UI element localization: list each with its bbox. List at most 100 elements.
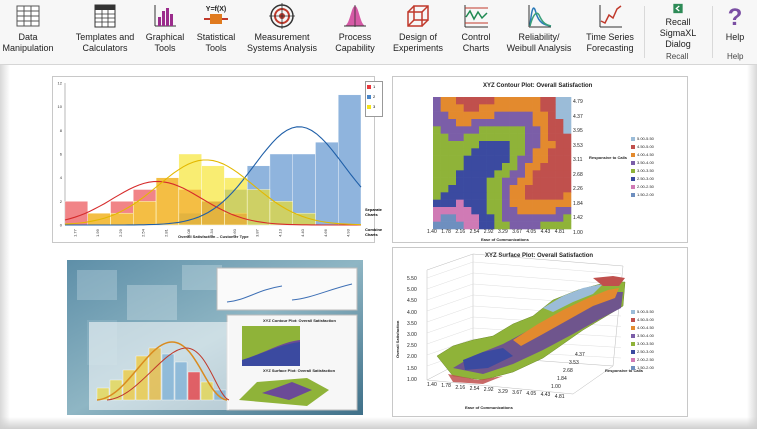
time-series-forecasting-button[interactable]: Time Series Forecasting: [580, 0, 640, 64]
contour-cell: [525, 163, 533, 171]
contour-cell: [440, 133, 449, 142]
collage-bar: [200, 381, 214, 401]
contour-cell: [502, 119, 510, 127]
histogram-bar: [178, 153, 202, 226]
legend-swatch: [631, 152, 635, 157]
contour-cell: [440, 111, 449, 120]
histogram-y-tick: 10: [58, 104, 63, 109]
reliability-weibull-button[interactable]: Reliability/ Weibull Analysis: [506, 0, 572, 64]
contour-cell: [479, 207, 487, 215]
contour-cell: [479, 97, 487, 105]
histogram-xlabel: Overall Satisfaction – Customer Type: [178, 234, 249, 239]
contour-x-tick: 4.05: [526, 229, 537, 235]
weibull-curve-icon: [528, 5, 552, 28]
surface-legend-item: 5.00-5.50: [631, 308, 654, 316]
contour-cell: [448, 133, 457, 142]
contour-cell: [540, 104, 549, 112]
legend-label: 3.00-3.50: [637, 341, 654, 346]
contour-cell: [440, 104, 449, 112]
contour-cell: [456, 163, 464, 171]
surface-grid-line: [426, 261, 474, 279]
contour-cell: [532, 170, 541, 178]
time-series-forecasting-label: Time Series Forecasting: [586, 32, 634, 53]
contour-cell: [433, 155, 441, 164]
contour-cell: [479, 177, 487, 186]
templates-calculators-button[interactable]: Templates and Calculators: [72, 0, 138, 64]
contour-cell: [433, 148, 441, 156]
contour-cell: [433, 192, 441, 200]
contour-chart: [433, 97, 572, 230]
contour-cell: [532, 104, 541, 112]
contour-cell: [463, 126, 472, 134]
contour-cell: [456, 185, 464, 193]
contour-cell: [502, 163, 510, 171]
histogram-x-tick: 2.81: [163, 228, 168, 237]
data-manipulation-button[interactable]: Data Manipulation: [2, 0, 54, 64]
contour-cell: [440, 163, 449, 171]
contour-cell: [463, 170, 472, 178]
legend-swatch: [631, 333, 635, 338]
contour-cell: [440, 141, 449, 149]
contour-cell: [494, 111, 503, 120]
histogram-icon: [154, 5, 176, 27]
legend-swatch: [631, 160, 635, 165]
surface-z-tick: 5.50: [407, 276, 417, 282]
contour-cell: [448, 185, 457, 193]
contour-cell: [563, 170, 572, 178]
contour-cell: [563, 163, 572, 171]
contour-cell: [456, 214, 464, 222]
graphical-tools-button[interactable]: Graphical Tools: [142, 0, 188, 64]
contour-cell: [471, 104, 480, 112]
contour-cell: [479, 119, 487, 127]
contour-cell: [555, 163, 564, 171]
svg-text:Y=f(X): Y=f(X): [206, 6, 226, 13]
surface-grid-line: [426, 294, 474, 312]
time-series-icon: [599, 5, 622, 28]
histogram-y-tick: 4: [60, 175, 63, 180]
contour-cell: [433, 104, 441, 112]
combine-charts-button[interactable]: Combine Charts: [365, 227, 383, 237]
contour-cell: [494, 185, 503, 193]
histogram-normal-curve: [64, 180, 361, 226]
contour-cell: [486, 133, 495, 142]
contour-cell: [502, 185, 510, 193]
contour-title: XYZ Contour Plot: Overall Satisfaction: [483, 83, 593, 89]
surface-x-tick: 2.54: [469, 385, 480, 392]
templates-calculators-label: Templates and Calculators: [75, 32, 135, 53]
contour-cell: [456, 221, 464, 230]
contour-cell: [494, 104, 503, 112]
contour-cell: [540, 119, 549, 127]
contour-cell: [525, 207, 533, 215]
contour-cell: [509, 126, 518, 134]
surface-grid-line: [472, 272, 622, 285]
contour-cell: [486, 119, 495, 127]
contour-cell: [440, 221, 449, 230]
recall-sigmaxl-dialog-button[interactable]: Recall SigmaXL Dialog: [646, 0, 710, 50]
legend-item-1: 1: [366, 82, 382, 92]
surface-chart: [426, 253, 626, 395]
collage-contour-title: XYZ Contour Plot: Overall Satisfaction: [263, 318, 336, 323]
legend-label: 2.00-2.50: [637, 184, 654, 189]
process-capability-button[interactable]: Process Capability: [330, 0, 380, 64]
contour-y-tick: 3.53: [573, 142, 583, 149]
contour-cell: [532, 119, 541, 127]
contour-cell: [471, 221, 480, 230]
contour-legend-item: 1.50-2.00: [631, 191, 654, 199]
collage-surface-title: XYZ Surface Plot: Overall Satisfaction: [263, 368, 336, 373]
measurement-systems-analysis-button[interactable]: Measurement Systems Analysis: [244, 0, 320, 64]
help-button[interactable]: ? Help: [718, 0, 752, 50]
statistical-tools-button[interactable]: Y=f(X) Statistical Tools: [194, 0, 238, 64]
histogram-bar: [201, 165, 225, 226]
control-charts-button[interactable]: Control Charts: [456, 0, 496, 64]
contour-cell: [456, 148, 464, 156]
legend-swatch: [631, 192, 635, 197]
contour-cell: [517, 221, 526, 230]
contour-cell: [448, 155, 457, 164]
histogram-x-tick: 2.29: [118, 228, 123, 237]
contour-cell: [532, 221, 541, 230]
design-of-experiments-button[interactable]: Design of Experiments: [390, 0, 446, 64]
contour-cell: [463, 111, 472, 120]
separate-charts-button[interactable]: Separate Charts: [365, 207, 382, 217]
contour-cell: [548, 155, 556, 164]
legend-swatch: [631, 349, 635, 354]
